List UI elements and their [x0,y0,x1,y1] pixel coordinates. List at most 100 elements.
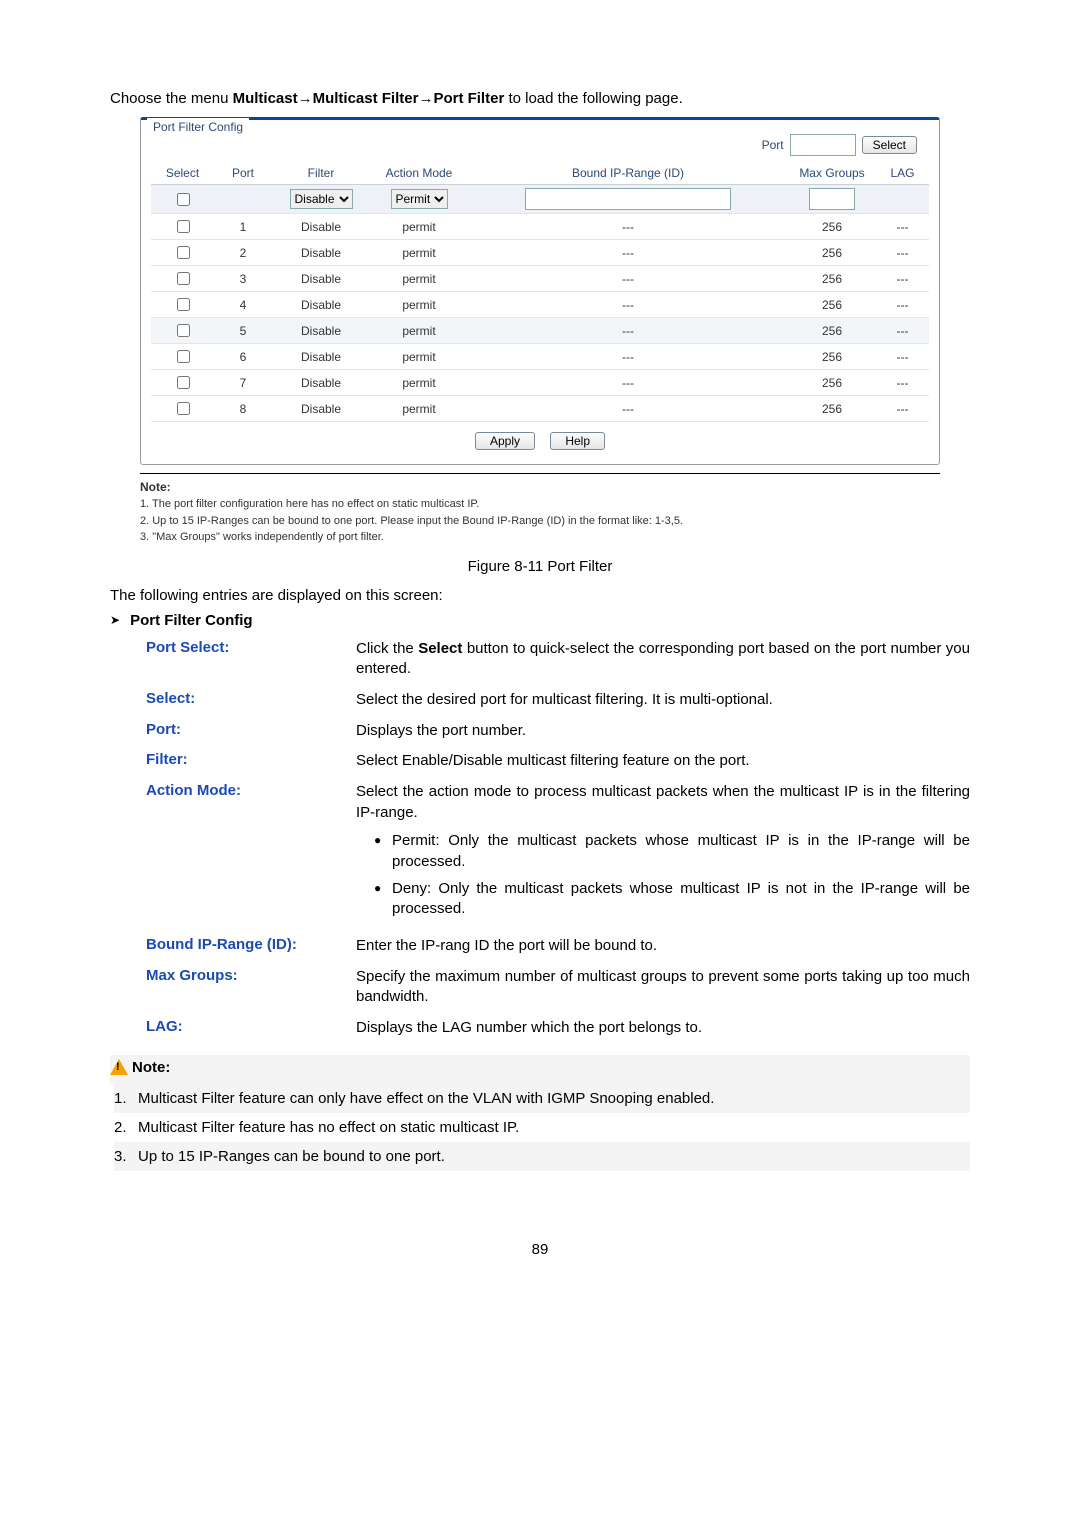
def-label-port: Port: [146,721,356,738]
row-checkbox[interactable] [177,402,190,415]
table-row: 2Disablepermit---256--- [151,240,929,266]
def-body-bound: Enter the IP-rang ID the port will be bo… [356,936,970,957]
cell-port: 6 [214,344,272,370]
cell-filter: Disable [272,266,370,292]
definitions: Port Select: Click the Select button to … [146,639,970,1039]
cell-lag: --- [876,370,929,396]
table-row: 3Disablepermit---256--- [151,266,929,292]
help-button[interactable]: Help [550,432,605,450]
cell-filter: Disable [272,292,370,318]
col-select: Select [151,162,214,185]
cell-lag: --- [876,292,929,318]
table-row: 8Disablepermit---256--- [151,396,929,422]
panel-note-3: 3. "Max Groups" works independently of p… [140,529,940,546]
cell-filter: Disable [272,370,370,396]
action-bullet-permit: Permit: Only the multicast packets whose… [374,831,970,872]
intro-suffix: to load the following page. [504,90,682,107]
filter-select[interactable]: Disable [290,189,353,209]
cell-bound: --- [468,370,788,396]
action-bullet-deny: Deny: Only the multicast packets whose m… [374,879,970,920]
intro-text: Choose the menu Multicast→Multicast Filt… [110,90,970,107]
port-label: Port [762,138,784,152]
cell-lag: --- [876,240,929,266]
cell-max: 256 [788,266,876,292]
cell-action: permit [370,240,468,266]
def-label-max: Max Groups: [146,967,356,984]
row-checkbox[interactable] [177,246,190,259]
note-item: Multicast Filter feature has no effect o… [114,1113,970,1142]
cell-action: permit [370,214,468,240]
def-body-lag: Displays the LAG number which the port b… [356,1018,970,1039]
cell-lag: --- [876,396,929,422]
note-item: Up to 15 IP-Ranges can be bound to one p… [114,1142,970,1171]
cell-bound: --- [468,396,788,422]
intro-prefix: Choose the menu [110,90,233,107]
cell-max: 256 [788,214,876,240]
figure-caption: Figure 8-11 Port Filter [110,558,970,575]
cell-max: 256 [788,344,876,370]
row-checkbox[interactable] [177,350,190,363]
cell-port: 5 [214,318,272,344]
page-number: 89 [110,1241,970,1258]
def-body-port-select: Click the Select button to quick-select … [356,639,970,680]
cell-action: permit [370,266,468,292]
warning-icon [110,1059,128,1075]
cell-filter: Disable [272,344,370,370]
col-max: Max Groups [788,162,876,185]
cell-port: 8 [214,396,272,422]
def-body-select: Select the desired port for multicast fi… [356,690,970,711]
row-checkbox[interactable] [177,272,190,285]
cell-action: permit [370,318,468,344]
action-select[interactable]: Permit [391,189,448,209]
apply-button[interactable]: Apply [475,432,535,450]
cell-bound: --- [468,240,788,266]
cell-filter: Disable [272,214,370,240]
def-body-port: Displays the port number. [356,721,970,742]
chevron-icon: ➤ [110,613,120,627]
select-button[interactable]: Select [862,136,917,154]
row-checkbox[interactable] [177,376,190,389]
select-all-checkbox[interactable] [177,193,190,206]
table-row: 4Disablepermit---256--- [151,292,929,318]
cell-lag: --- [876,344,929,370]
cell-bound: --- [468,266,788,292]
def-label-filter: Filter: [146,751,356,768]
col-lag: LAG [876,162,929,185]
row-checkbox[interactable] [177,298,190,311]
table-row: 7Disablepermit---256--- [151,370,929,396]
cell-max: 256 [788,396,876,422]
bound-ip-input[interactable] [525,188,731,210]
table-row: 1Disablepermit---256--- [151,214,929,240]
cell-lag: --- [876,214,929,240]
def-label-lag: LAG: [146,1018,356,1035]
panel-note: Note: 1. The port filter configuration h… [140,473,940,546]
entries-intro: The following entries are displayed on t… [110,587,970,604]
def-body-max: Specify the maximum number of multicast … [356,967,970,1008]
cell-port: 1 [214,214,272,240]
table-input-row: Disable Permit [151,185,929,214]
cell-port: 2 [214,240,272,266]
col-action: Action Mode [370,162,468,185]
row-checkbox[interactable] [177,324,190,337]
cell-action: permit [370,370,468,396]
cell-max: 256 [788,240,876,266]
def-label-port-select: Port Select: [146,639,356,656]
cell-action: permit [370,344,468,370]
def-label-action: Action Mode: [146,782,356,799]
note-list: Multicast Filter feature can only have e… [110,1084,970,1171]
cell-action: permit [370,292,468,318]
max-groups-input[interactable] [809,188,855,210]
cell-bound: --- [468,318,788,344]
section-lead: ➤ Port Filter Config [110,612,970,629]
def-body-action: Select the action mode to process multic… [356,782,970,926]
port-input[interactable] [790,134,856,156]
port-quick-select-row: Port Select [151,134,929,156]
cell-bound: --- [468,214,788,240]
row-checkbox[interactable] [177,220,190,233]
port-filter-table: Select Port Filter Action Mode Bound IP-… [151,162,929,422]
section-title: Port Filter Config [130,612,253,629]
def-body-filter: Select Enable/Disable multicast filterin… [356,751,970,772]
def-label-bound: Bound IP-Range (ID): [146,936,356,953]
cell-max: 256 [788,370,876,396]
port-filter-panel: Port Filter Config Port Select Select Po… [140,117,940,465]
